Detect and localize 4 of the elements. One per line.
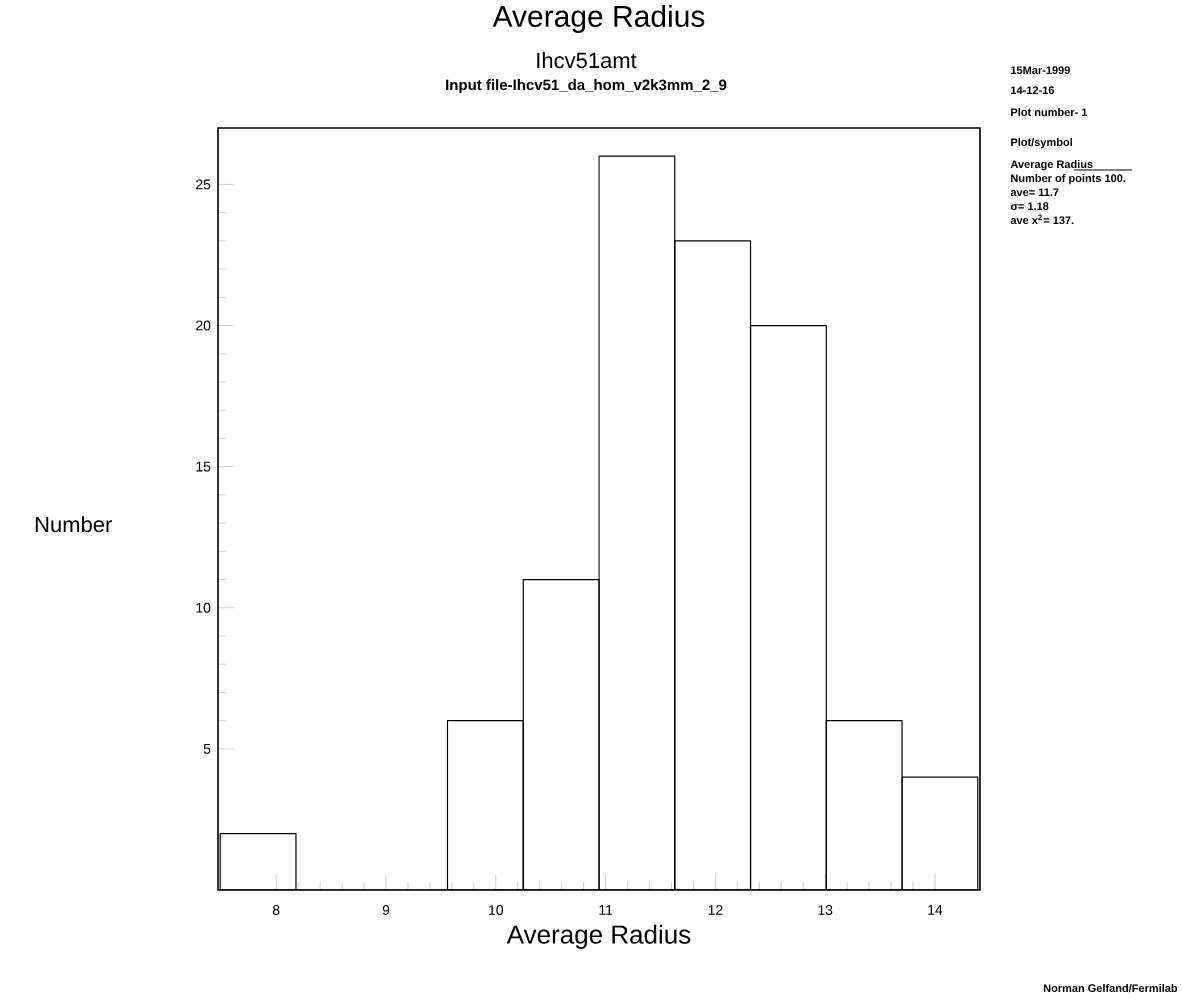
x-axis-title: Average Radius [506,924,691,949]
chart-title: Average Radius [492,4,705,33]
y-axis-title: Number [35,516,112,533]
chart-subtitle: Ihcv51amt [537,52,637,69]
